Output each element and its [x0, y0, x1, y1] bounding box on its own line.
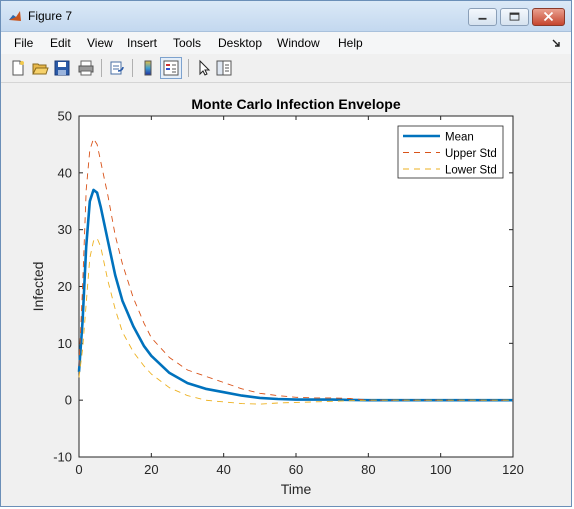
menu-insert[interactable]: Insert — [127, 36, 158, 50]
minimize-icon — [478, 17, 487, 20]
legend-icon[interactable] — [162, 59, 180, 77]
y-tick-label: 40 — [58, 165, 72, 180]
series-line-2 — [78, 237, 513, 405]
y-tick-label: 50 — [58, 109, 72, 124]
minimize-button[interactable] — [468, 8, 497, 26]
y-tick-label: -10 — [53, 450, 72, 465]
menu-help[interactable]: Help — [338, 36, 363, 50]
matlab-icon — [9, 11, 21, 21]
toolbar-separator — [188, 59, 189, 77]
x-tick-label: 0 — [75, 462, 82, 477]
edit-plot-icon[interactable] — [195, 59, 213, 77]
menu-desktop[interactable]: Desktop — [218, 36, 263, 50]
window-title: Figure 7 — [28, 9, 73, 23]
x-tick-label: 40 — [216, 462, 230, 477]
property-inspector-icon[interactable] — [215, 59, 233, 77]
series-line-1 — [78, 138, 513, 401]
legend-label-2: Lower Std — [445, 165, 497, 177]
close-button[interactable] — [532, 8, 565, 26]
plot-lines — [77, 138, 513, 405]
menu-tools[interactable]: Tools — [173, 36, 202, 50]
y-tick-label: 30 — [58, 222, 72, 237]
title-bar[interactable]: Figure 7 — [1, 1, 571, 32]
menu-bar: File Edit View Insert Tools Desktop Wind… — [1, 32, 571, 54]
x-tick-label: 80 — [361, 462, 375, 477]
print-icon[interactable] — [77, 59, 95, 77]
x-tick-label: 120 — [502, 462, 524, 477]
maximize-icon — [509, 12, 520, 21]
y-tick-label: 10 — [58, 336, 72, 351]
legend-label-0: Mean — [445, 132, 474, 144]
menu-view[interactable]: View — [87, 36, 113, 50]
x-tick-label: 100 — [430, 462, 452, 477]
toolbar-separator — [101, 59, 102, 77]
menu-window[interactable]: Window — [277, 36, 320, 50]
series-line-0 — [77, 188, 513, 402]
colorbar-icon[interactable] — [139, 59, 157, 77]
new-figure-icon[interactable] — [9, 59, 27, 77]
x-tick-label: 60 — [289, 462, 303, 477]
x-axis-label: Time — [281, 481, 312, 497]
legend-label-1: Upper Std — [445, 148, 497, 160]
legend[interactable]: Mean Upper Std Lower Std — [397, 125, 504, 179]
open-icon[interactable] — [31, 59, 49, 77]
menu-edit[interactable]: Edit — [50, 36, 71, 50]
x-tick-label: 20 — [144, 462, 158, 477]
y-axis-label: Infected — [30, 262, 46, 312]
toolbar-separator — [132, 59, 133, 77]
menu-file[interactable]: File — [14, 36, 34, 50]
y-tick-label: 20 — [58, 279, 72, 294]
y-tick-label: 0 — [65, 393, 72, 408]
chart-title: Monte Carlo Infection Envelope — [191, 96, 400, 112]
close-icon — [543, 11, 554, 22]
dock-arrow-icon[interactable] — [551, 38, 561, 48]
link-icon[interactable] — [108, 59, 126, 77]
maximize-button[interactable] — [500, 8, 529, 26]
figure-canvas: 0 20 40 60 80 100 120 -10 0 10 20 30 40 50 Monte Carl… — [5, 84, 569, 504]
toolbar — [1, 54, 571, 83]
save-icon[interactable] — [53, 59, 71, 77]
